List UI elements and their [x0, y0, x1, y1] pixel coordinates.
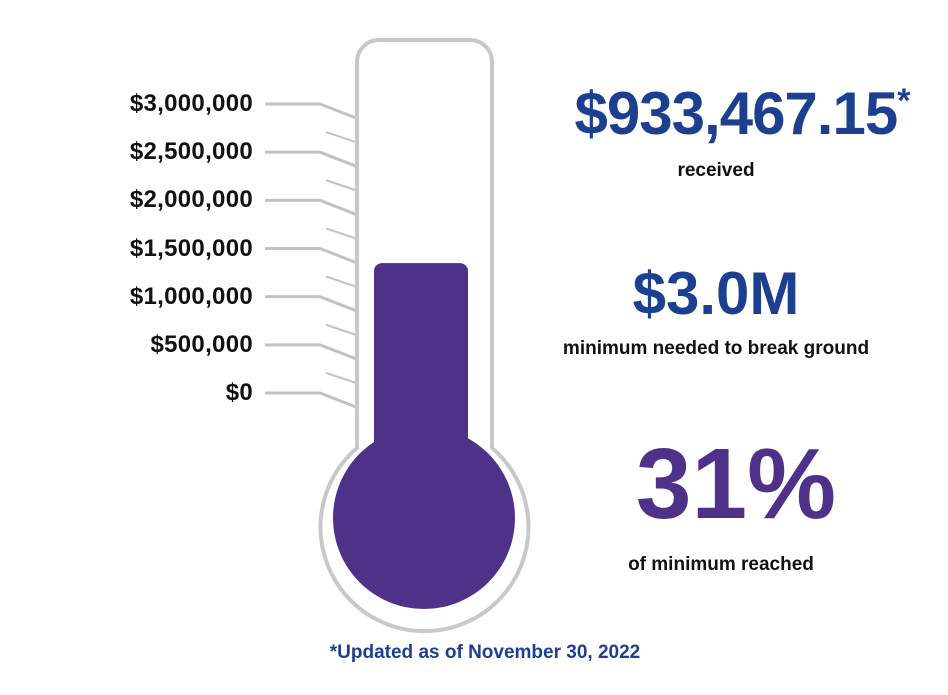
tick-label: $1,000,000 — [129, 282, 253, 310]
received-amount-value: $933,467.15 — [574, 80, 899, 147]
tick-label: $0 — [225, 379, 253, 406]
thermometer-fill-bar — [374, 263, 468, 520]
minor-tick — [325, 131, 357, 144]
major-tick — [265, 247, 357, 264]
major-tick-lines — [265, 102, 357, 409]
major-tick — [265, 102, 357, 120]
minor-tick-lines — [325, 131, 357, 384]
major-tick — [265, 391, 357, 409]
goal-amount: $3.0M — [632, 260, 800, 327]
minor-tick — [325, 275, 357, 288]
received-amount: $933,467.15* — [540, 76, 944, 152]
minor-tick — [325, 227, 357, 240]
received-caption: received — [677, 160, 755, 181]
tick-label: $2,500,000 — [129, 138, 253, 166]
major-tick — [265, 343, 357, 361]
major-tick — [265, 150, 357, 168]
tick-label: $2,000,000 — [129, 186, 253, 214]
tick-label: $500,000 — [150, 330, 253, 358]
major-tick — [265, 295, 357, 313]
goal-caption: minimum needed to break ground — [562, 338, 870, 359]
percent-caption: of minimum reached — [628, 554, 814, 575]
tick-label: $1,500,000 — [129, 234, 253, 262]
received-footnote-marker: * — [897, 82, 910, 120]
minor-tick — [325, 371, 357, 384]
percent-reached: 31% — [635, 428, 837, 540]
minor-tick — [325, 179, 357, 192]
update-footnote: *Updated as of November 30, 2022 — [329, 642, 641, 663]
major-tick — [265, 198, 357, 216]
minor-tick — [325, 323, 357, 336]
tick-label: $3,000,000 — [129, 90, 253, 117]
